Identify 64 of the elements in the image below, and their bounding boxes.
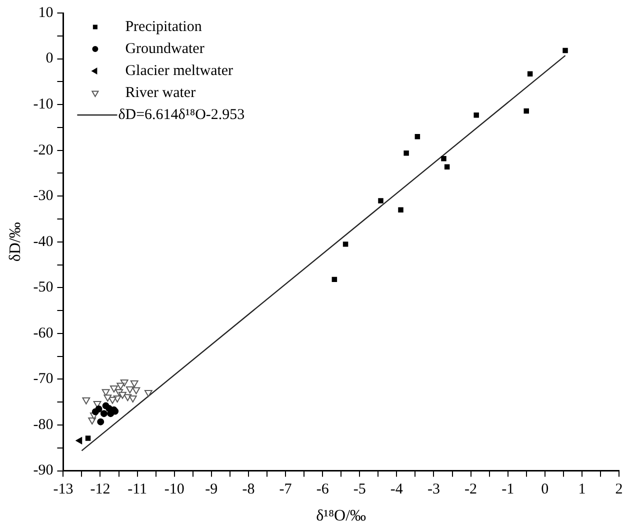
point — [527, 71, 533, 77]
x-tick-label: -9 — [205, 482, 218, 498]
legend-label: Groundwater — [125, 40, 204, 57]
point — [106, 405, 113, 412]
y-tick-label: 10 — [38, 4, 54, 21]
x-tick-label: -5 — [353, 482, 366, 498]
point — [116, 382, 125, 390]
x-tick-label: -1 — [502, 482, 514, 498]
point — [108, 396, 116, 404]
x-tick-label: -8 — [242, 482, 255, 498]
y-tick-label: 0 — [46, 50, 54, 67]
y-tick-label: -10 — [33, 96, 54, 112]
point — [126, 386, 134, 394]
point — [441, 156, 446, 162]
y-tick-label: -90 — [33, 462, 54, 479]
y-axis-title: δD/‰ — [6, 222, 24, 262]
y-tick-label: -60 — [33, 325, 54, 342]
y-tick-label: -50 — [33, 280, 54, 296]
x-axis-title: δ¹⁸O/‰ — [316, 508, 366, 525]
legend-label: River water — [125, 84, 196, 101]
x-tick-label: -12 — [90, 482, 110, 498]
x-tick-label: -13 — [53, 482, 74, 498]
x-tick-label: -4 — [390, 482, 404, 498]
point — [332, 276, 338, 282]
point — [88, 417, 96, 424]
point — [104, 394, 112, 402]
y-tick-label: -70 — [33, 371, 54, 388]
point — [100, 410, 108, 418]
y-tick-label: -80 — [33, 416, 54, 433]
point — [128, 396, 137, 403]
x-tick-label: -3 — [427, 482, 440, 498]
point — [342, 242, 348, 247]
point — [82, 397, 90, 404]
x-tick-label: -7 — [279, 482, 292, 498]
point — [398, 207, 404, 212]
legend-label: Glacier meltwater — [125, 62, 234, 79]
x-tick-label: -6 — [316, 482, 330, 498]
legend-label: Precipitation — [125, 18, 202, 35]
point — [130, 380, 138, 388]
y-tick-label: -30 — [33, 188, 54, 204]
point — [474, 112, 479, 118]
point — [76, 437, 82, 444]
point — [132, 387, 140, 394]
point — [404, 150, 409, 156]
point — [562, 48, 568, 54]
x-tick-label: -2 — [464, 482, 478, 498]
point — [378, 198, 384, 204]
point — [110, 385, 118, 392]
x-tick-label: -11 — [128, 482, 148, 498]
x-tick-label: 1 — [578, 482, 586, 498]
x-tick-label: -10 — [164, 482, 184, 498]
point — [118, 392, 126, 399]
point — [144, 390, 152, 398]
point — [95, 405, 102, 412]
point — [97, 418, 104, 426]
x-tick-label: 2 — [615, 482, 623, 498]
x-tick-label: 0 — [541, 482, 549, 498]
point — [524, 108, 529, 114]
point — [414, 134, 420, 140]
y-tick-label: -40 — [33, 234, 54, 250]
y-tick-label: -20 — [33, 142, 54, 158]
point — [444, 164, 450, 170]
legend-label: δD=6.614δ¹⁸O-2.953 — [118, 106, 245, 123]
point — [85, 436, 91, 441]
